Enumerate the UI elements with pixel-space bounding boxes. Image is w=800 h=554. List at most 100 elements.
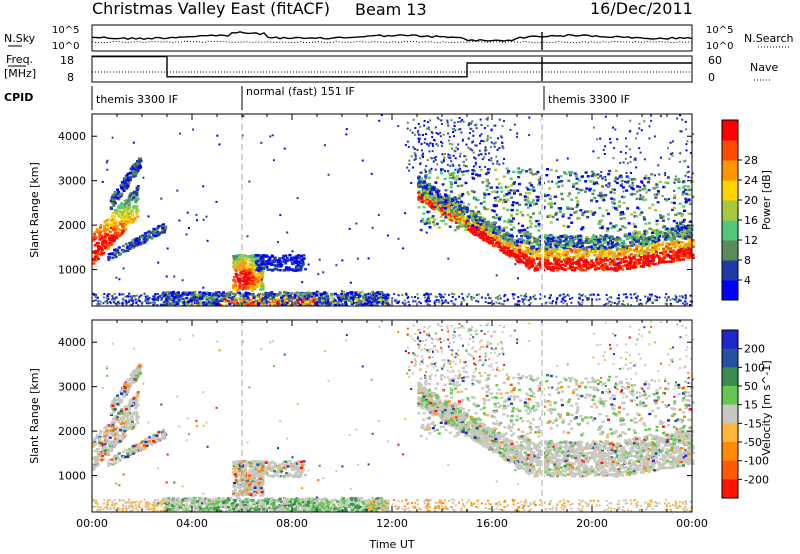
power-cell [434,295,437,298]
power-cell [517,296,520,299]
power-cell [224,298,228,302]
power-cell [494,236,498,239]
power-cell [566,257,570,260]
freq-tick-high: 18 [60,54,74,67]
power-cell [282,269,286,272]
power-cell [247,286,251,289]
power-cell [122,249,126,253]
power-cell [457,208,460,211]
power-cell [145,238,149,242]
power-cell [640,233,643,237]
power-cell [358,299,362,302]
power-cell [245,280,249,284]
power-cell [112,251,116,255]
power-cell [603,257,607,260]
power-cell [284,303,288,306]
power-cell [298,267,302,270]
power-cell [430,206,434,209]
power-cell [670,242,673,246]
power-cell [253,283,256,286]
power-cell [175,301,179,304]
power-cell [381,302,384,305]
power-cell [302,254,306,257]
power-cell [133,165,137,169]
power-cell [428,300,431,303]
power-cell [686,302,689,305]
power-cell [617,302,620,305]
power-cell [244,262,248,265]
power-cell [234,273,238,276]
power-cell [629,262,633,265]
power-cell [251,259,255,263]
power-cell [163,304,167,307]
power-cell [155,296,158,299]
power-cell [257,295,261,298]
power-cell [601,235,605,238]
power-cell [403,303,406,306]
power-cell [131,220,135,223]
power-cell [484,301,487,303]
power-cell [684,294,687,297]
power-cell [678,298,681,301]
power-cell [211,298,215,301]
power-cell [426,184,429,187]
power-cell [112,296,115,299]
power-cell [123,219,127,222]
power-cell [236,289,239,292]
power-cell [463,299,466,302]
power-cell [355,298,359,301]
power-cell [621,265,625,268]
power-cell [113,209,117,212]
power-cell [109,300,112,303]
power-cell [689,253,693,256]
power-cell [309,298,313,302]
power-cell [683,244,687,248]
power-cell [235,254,239,257]
power-cell [492,233,496,237]
power-cell [683,300,686,303]
power-cell [675,254,678,257]
power-cell [431,203,434,206]
power-cell [563,244,567,247]
power-cell [646,243,650,246]
power-cell [558,241,562,244]
power-cell [145,302,148,305]
power-cell [630,236,634,239]
power-cell [493,226,497,229]
power-cell [643,232,647,236]
power-cell [205,298,209,301]
power-cell [582,263,586,266]
power-cell [109,223,113,226]
power-cell [130,299,133,302]
power-cell [502,303,505,306]
power-cell [279,299,283,302]
power-cell [367,298,371,302]
power-cell [613,266,617,269]
power-cell [495,296,498,299]
power-cell [546,240,550,244]
power-cell [270,260,274,263]
power-cell [623,234,627,237]
power-cell [508,255,512,258]
power-cell [672,251,676,255]
power-cell [467,228,470,231]
power-cell [111,193,115,197]
cpid-segment-1: themis 3300 IF [96,93,178,106]
power-cell [451,292,453,295]
power-cell [438,193,442,196]
power-cell [578,293,581,296]
power-cell [106,301,109,304]
power-cell [113,190,117,194]
power-cell [520,255,524,258]
frequency-line [92,55,692,81]
power-cell [133,218,137,221]
power-cell [616,297,619,300]
power-cell [126,176,130,180]
power-cell [250,280,254,284]
power-cell [319,296,323,300]
power-cell [383,296,385,299]
power-cell [109,206,113,209]
power-cell [121,224,124,228]
power-cell [267,294,270,297]
power-cell [385,296,388,298]
